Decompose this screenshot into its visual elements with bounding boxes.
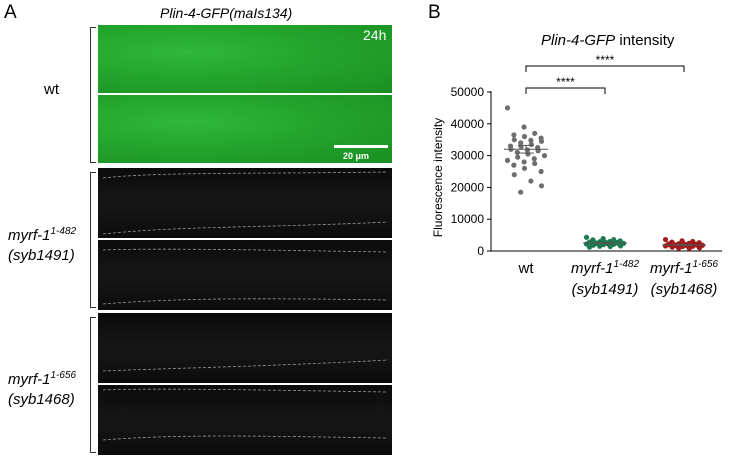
x-tick-label: myrf-11-482 xyxy=(571,259,640,277)
y-axis-label: Fluorescence intensity xyxy=(431,118,445,237)
data-point xyxy=(515,154,521,160)
significance-label: **** xyxy=(556,75,575,89)
data-point xyxy=(528,141,534,148)
outline-4 xyxy=(102,298,389,305)
data-point xyxy=(662,243,669,249)
wt-image-top xyxy=(98,25,392,93)
data-point xyxy=(669,244,675,250)
x-tick-label-line2: (syb1491) xyxy=(572,281,639,298)
data-point xyxy=(597,243,603,249)
data-point xyxy=(583,234,590,240)
data-point xyxy=(511,132,517,138)
y-tick-label: 0 xyxy=(477,244,484,258)
outline-1 xyxy=(102,171,389,179)
wt-divider xyxy=(98,93,392,95)
syb1468-image-top xyxy=(98,313,392,383)
y-tick-label: 20000 xyxy=(451,180,485,194)
syb1468-bracket xyxy=(90,317,96,453)
data-point xyxy=(528,178,534,184)
scale-bar-label: 20 μm xyxy=(343,151,370,161)
panel-a-title: Plin-4-GFP(maIs134) xyxy=(160,5,293,21)
data-point xyxy=(541,153,548,159)
data-point xyxy=(538,138,545,144)
data-point xyxy=(538,183,545,189)
x-tick-label: myrf-11-656 xyxy=(650,259,719,277)
y-tick-label: 40000 xyxy=(451,117,485,131)
significance-bracket xyxy=(525,87,606,94)
syb1468-image-bottom xyxy=(98,385,392,455)
row-label-syb1491-gene: myrf-1 xyxy=(8,227,51,244)
data-point xyxy=(518,140,524,146)
scale-bar xyxy=(334,145,388,148)
data-point xyxy=(662,236,669,243)
data-point xyxy=(521,133,528,140)
panel-a-letter: A xyxy=(4,2,17,23)
outline-3 xyxy=(102,248,389,253)
row-label-syb1468-sup: 1-656 xyxy=(50,370,77,381)
syb1468-divider xyxy=(98,383,392,385)
row-label-syb1468-gene: myrf-1 xyxy=(8,371,51,388)
row-label-syb1491-sup: 1-482 xyxy=(50,226,77,237)
data-point xyxy=(511,137,517,143)
significance-label: **** xyxy=(596,53,615,67)
row-label-wt: wt xyxy=(44,80,59,100)
data-point xyxy=(676,245,682,251)
data-point xyxy=(518,144,524,150)
data-point xyxy=(532,160,538,167)
data-point xyxy=(518,189,524,195)
y-tick-label: 10000 xyxy=(451,212,485,226)
row-label-wt-text: wt xyxy=(44,81,59,98)
chart-title: Plin-4-GFP intensity xyxy=(541,32,674,49)
data-point xyxy=(586,244,593,250)
data-point xyxy=(696,245,703,251)
worm-outlines xyxy=(102,171,389,441)
data-point xyxy=(504,105,511,111)
outline-2 xyxy=(102,221,389,235)
data-point xyxy=(521,165,528,171)
outline-7 xyxy=(102,435,389,441)
syb1491-bracket xyxy=(90,172,96,308)
data-point xyxy=(511,162,517,168)
data-point xyxy=(511,172,517,178)
y-tick-label: 50000 xyxy=(451,85,485,99)
data-point xyxy=(521,124,527,130)
panel-b-letter: B xyxy=(428,2,441,23)
chart-title-italic: Plin-4-GFP xyxy=(541,32,616,49)
data-point xyxy=(617,243,624,249)
outline-6 xyxy=(102,388,389,393)
data-point xyxy=(514,149,520,156)
data-point xyxy=(538,168,544,175)
row-label-syb1468: myrf-11-656 (syb1468) xyxy=(8,366,76,410)
data-point xyxy=(521,159,527,165)
x-tick-label-line2: (syb1468) xyxy=(651,281,718,298)
syb1491-divider xyxy=(98,238,392,240)
data-point xyxy=(607,243,613,250)
y-tick-label: 30000 xyxy=(451,149,485,163)
chart-title-rest: intensity xyxy=(615,32,675,49)
significance-bracket xyxy=(525,65,685,72)
timepoint-label: 24h xyxy=(363,27,387,43)
row-label-syb1491: myrf-11-482 (syb1491) xyxy=(8,222,76,266)
data-point xyxy=(686,245,692,252)
row-label-syb1468-allele: (syb1468) xyxy=(8,391,75,408)
row-label-syb1491-allele: (syb1491) xyxy=(8,247,75,264)
data-point xyxy=(504,157,511,163)
wt-image-bottom xyxy=(98,95,392,163)
data-point xyxy=(531,156,537,162)
wt-bracket xyxy=(90,27,96,163)
data-point xyxy=(532,130,538,136)
x-tick-label: wt xyxy=(518,260,535,277)
data-point xyxy=(528,137,534,143)
